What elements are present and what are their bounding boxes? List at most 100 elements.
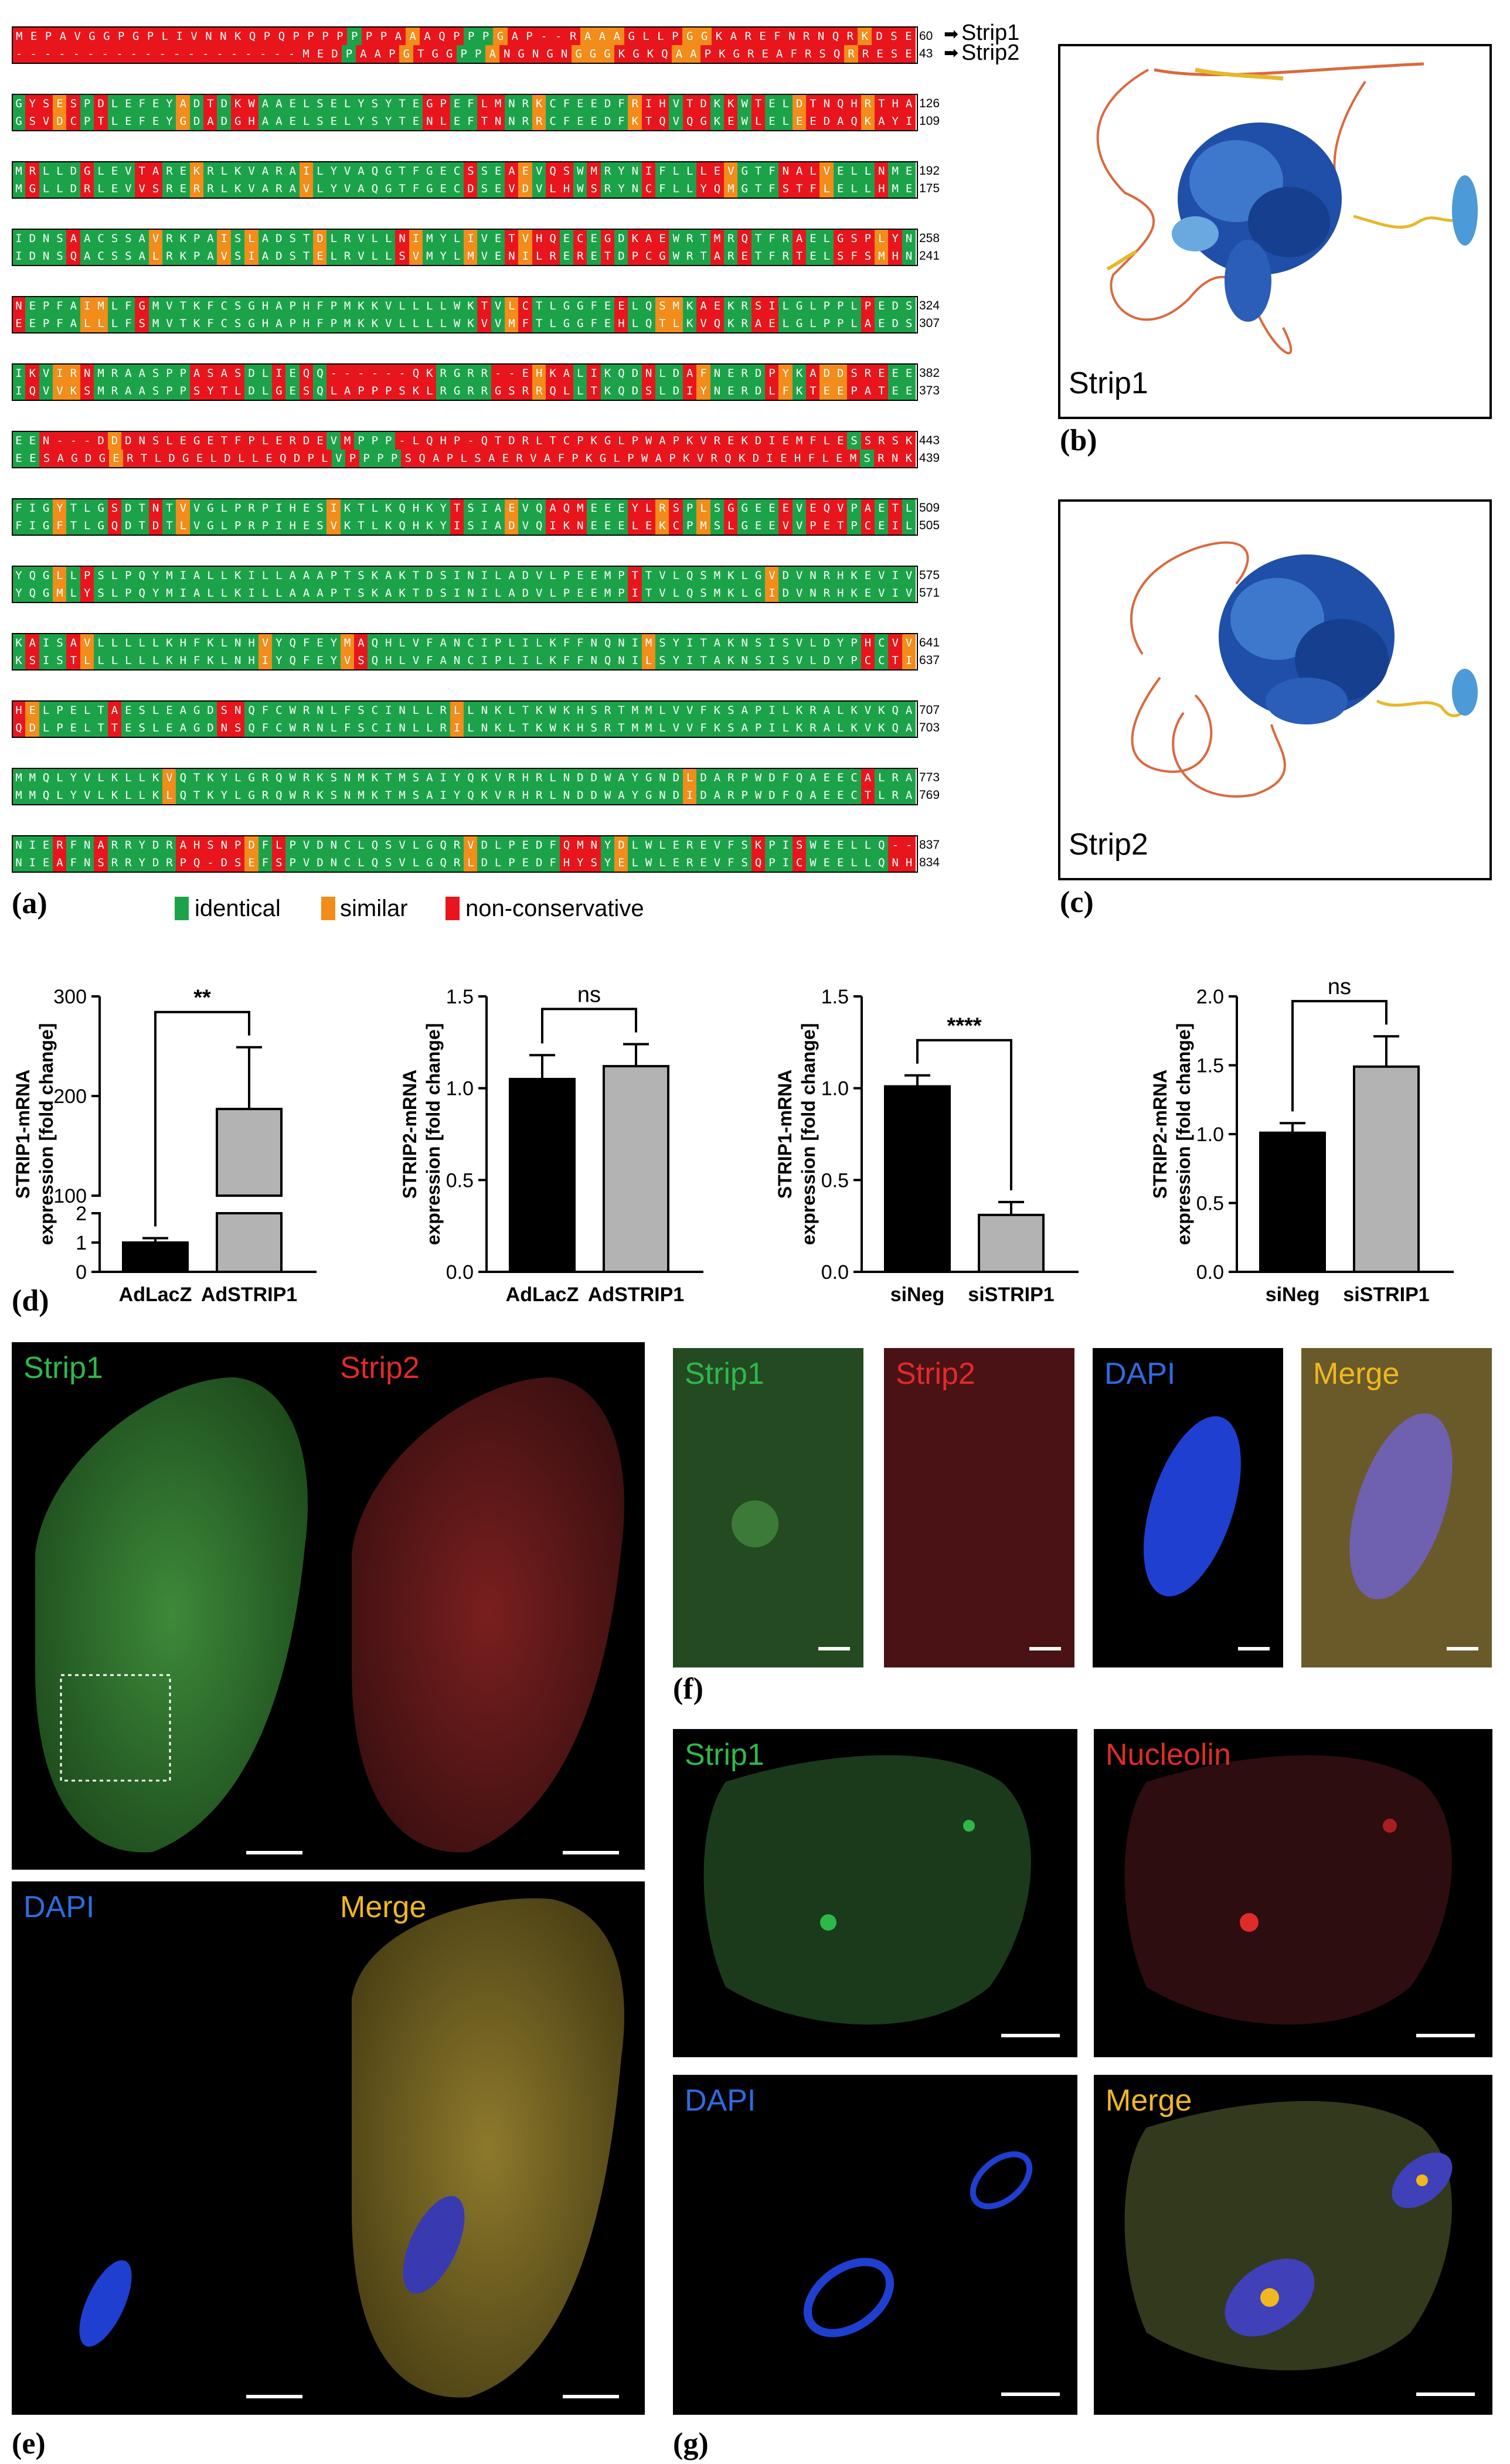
residue: T: [94, 719, 108, 737]
residue: L: [669, 315, 683, 332]
residue: L: [847, 836, 862, 854]
residue: H: [409, 517, 423, 535]
residue: R: [858, 45, 873, 63]
residue: N: [902, 230, 916, 247]
cell-image: [35, 1377, 308, 1853]
residue: L: [409, 315, 423, 332]
residue: P: [505, 836, 519, 854]
residue: I: [12, 365, 26, 382]
arrow-right-icon: ➡: [944, 25, 959, 44]
residue: Q: [271, 787, 286, 804]
residue: K: [25, 365, 40, 382]
residue: Q: [25, 382, 40, 400]
residue: F: [696, 365, 711, 382]
residue: T: [217, 382, 232, 400]
residue: P: [359, 450, 374, 467]
residue: D: [532, 854, 546, 872]
residue: K: [792, 382, 807, 400]
residue: E: [53, 95, 67, 113]
residue: H: [559, 180, 574, 198]
residue: K: [422, 517, 437, 535]
residue: W: [285, 702, 300, 719]
residue: -: [66, 432, 81, 450]
y-tick-label: 0: [76, 1261, 87, 1284]
residue: E: [819, 787, 834, 804]
residue: N: [80, 836, 94, 854]
residue: E: [861, 584, 875, 602]
residue: T: [189, 787, 204, 804]
residue: S: [778, 652, 793, 669]
cell-image: [79, 2260, 132, 2347]
residue: V: [148, 230, 163, 247]
residue: T: [94, 702, 108, 719]
residue: S: [121, 230, 135, 247]
residue: N: [573, 517, 587, 535]
residue: T: [477, 113, 492, 130]
residue: R: [737, 365, 752, 382]
residue: I: [436, 769, 451, 787]
residue: S: [409, 787, 423, 804]
residue: P: [381, 432, 396, 450]
residue: D: [505, 432, 519, 450]
residue: K: [655, 517, 669, 535]
residue: A: [285, 180, 300, 198]
residue: G: [244, 769, 259, 787]
residue: D: [81, 450, 96, 467]
residue: R: [123, 450, 137, 467]
residue: T: [833, 517, 848, 535]
residue: I: [12, 230, 26, 247]
residue-position: 382: [919, 366, 940, 380]
residue: V: [693, 450, 708, 467]
residue: K: [107, 769, 122, 787]
residue-position: 324: [919, 299, 940, 312]
residue: K: [203, 769, 217, 787]
residue: E: [587, 230, 601, 247]
residue: N: [499, 45, 515, 63]
residue: Q: [682, 567, 697, 584]
residue: F: [765, 230, 779, 247]
residue: G: [450, 365, 464, 382]
residue: R: [107, 836, 122, 854]
residue: L: [902, 517, 916, 535]
residue-position: 505: [919, 519, 940, 532]
residue: M: [573, 499, 587, 517]
residue: P: [819, 315, 834, 332]
residue: D: [505, 517, 519, 535]
residue: L: [107, 95, 122, 113]
scale-bar: [1416, 2034, 1475, 2037]
residue: A: [641, 230, 656, 247]
residue: A: [80, 247, 94, 265]
residue: Q: [244, 719, 259, 737]
residue: L: [491, 567, 505, 584]
residue: R: [285, 432, 300, 450]
micrograph-f-strip2: Strip2: [884, 1348, 1074, 1667]
y-tick-label: 0.5: [821, 1169, 849, 1192]
residue: M: [505, 315, 519, 332]
residue: S: [135, 315, 149, 332]
residue: L: [505, 702, 519, 719]
residue: L: [819, 247, 834, 265]
residue: T: [792, 247, 807, 265]
residue: P: [80, 567, 94, 584]
residue: E: [409, 95, 423, 113]
residue: W: [751, 769, 766, 787]
residue: F: [422, 652, 437, 669]
residue: Y: [148, 584, 163, 602]
residue: Y: [888, 113, 903, 130]
residue: L: [258, 567, 273, 584]
residue: F: [258, 836, 273, 854]
residue: M: [354, 769, 368, 787]
residue: S: [902, 315, 916, 332]
residue: Q: [135, 567, 149, 584]
residue: -: [69, 45, 84, 63]
residue: M: [148, 297, 163, 315]
micrograph-title: Strip2: [340, 1351, 420, 1385]
residue: D: [765, 787, 779, 804]
residue: P: [162, 382, 176, 400]
residue: V: [327, 517, 341, 535]
residue: F: [559, 113, 574, 130]
residue: W: [737, 113, 752, 130]
residue: G: [189, 432, 204, 450]
